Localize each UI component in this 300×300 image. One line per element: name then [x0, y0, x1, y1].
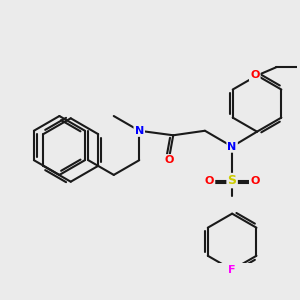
Text: S: S	[228, 174, 237, 187]
Text: O: O	[205, 176, 214, 186]
Text: O: O	[250, 70, 260, 80]
Text: N: N	[227, 142, 237, 152]
Text: F: F	[228, 265, 236, 275]
Text: O: O	[250, 176, 260, 186]
Text: N: N	[135, 126, 144, 136]
Text: O: O	[164, 155, 173, 165]
